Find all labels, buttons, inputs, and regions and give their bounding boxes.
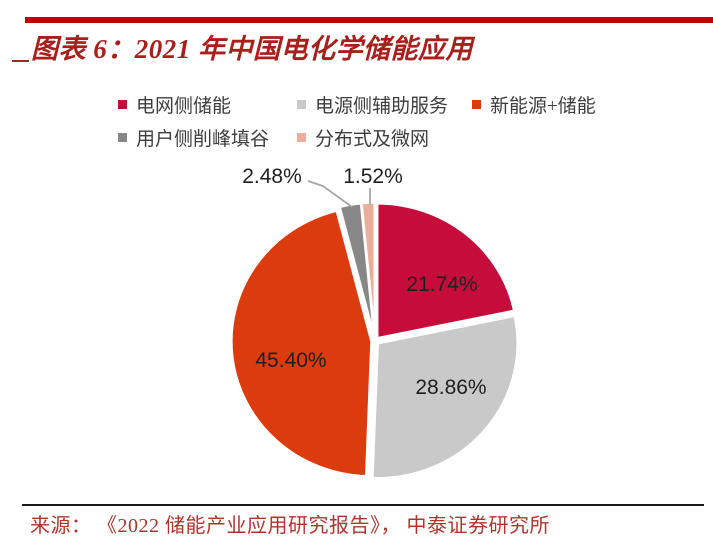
- chart-legend: 电网侧储能 电源侧辅助服务 新能源+储能用户侧削峰填谷 分布式及微网: [118, 88, 698, 154]
- label-leader-line-用户侧削峰填谷: [307, 180, 353, 208]
- pie-value-label-分布式及微网: 1.52%: [343, 165, 403, 188]
- legend-label: 用户侧削峰填谷: [136, 129, 270, 150]
- chart-title: 图表 6：2021 年中国电化学储能应用: [31, 34, 473, 64]
- legend-label: 分布式及微网: [315, 129, 430, 150]
- legend-label: 电网侧储能: [136, 96, 232, 117]
- pie-slice-新能源+储能: [230, 209, 373, 478]
- pie-value-label-用户侧削峰填谷: 2.48%: [242, 165, 302, 188]
- pie-slice-电网侧储能: [375, 202, 516, 340]
- legend-label: 新能源+储能: [490, 96, 596, 117]
- legend-item-0: 电网侧储能: [118, 91, 297, 118]
- legend-item-1: 电源侧辅助服务: [297, 91, 472, 118]
- legend-row-1: 用户侧削峰填谷 分布式及微网: [118, 121, 698, 154]
- footer-rule: [22, 504, 704, 506]
- legend-label: 电源侧辅助服务: [315, 96, 449, 117]
- legend-item-4: 分布式及微网: [297, 124, 472, 151]
- legend-marker-icon: [297, 100, 306, 109]
- title-underscore: [12, 60, 29, 62]
- legend-marker-icon: [118, 133, 127, 142]
- header-rule: [25, 17, 713, 23]
- legend-row-0: 电网侧储能 电源侧辅助服务 新能源+储能: [118, 88, 698, 121]
- legend-marker-icon: [472, 100, 481, 109]
- pie-slice-分布式及微网: [360, 201, 377, 339]
- source-note: 来源： 《2022 储能产业应用研究报告》， 中泰证券研究所: [30, 515, 550, 537]
- pie-value-label-电网侧储能: 21.74%: [406, 273, 477, 296]
- legend-marker-icon: [297, 133, 306, 142]
- legend-marker-icon: [118, 100, 127, 109]
- pie-value-label-电源侧辅助服务: 28.86%: [415, 376, 486, 399]
- legend-item-2: 新能源+储能: [472, 91, 698, 118]
- pie-slice-电源侧辅助服务: [371, 314, 519, 480]
- legend-item-3: 用户侧削峰填谷: [118, 124, 297, 151]
- pie-value-label-新能源+储能: 45.40%: [255, 349, 326, 372]
